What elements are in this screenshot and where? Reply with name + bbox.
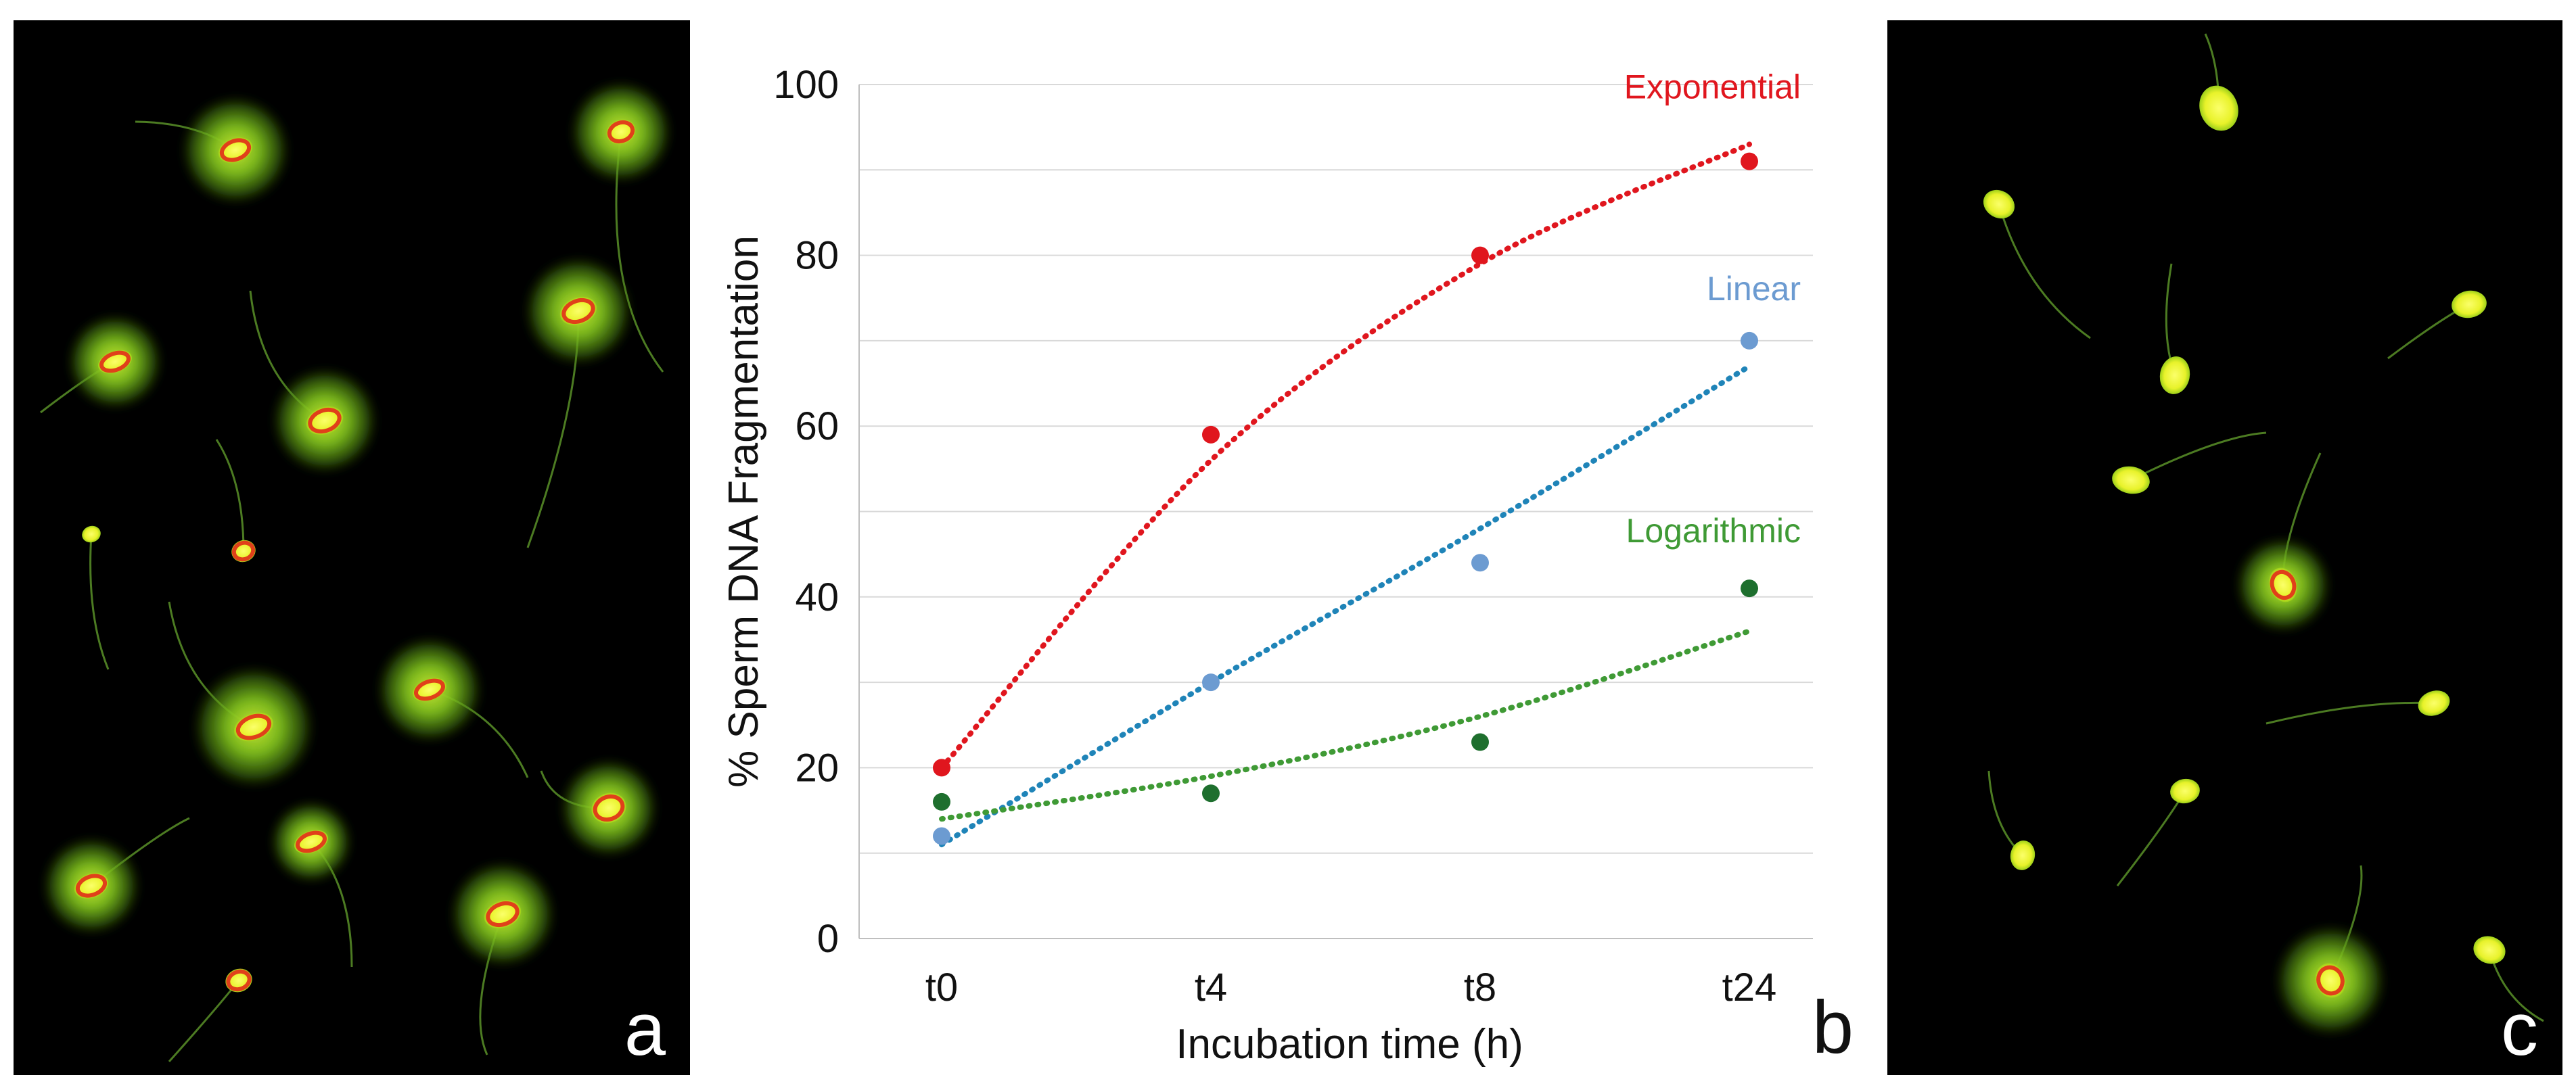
series-label-logarithmic: Logarithmic	[1626, 512, 1801, 550]
sperm-tail	[89, 533, 110, 670]
sperm-cell	[2159, 263, 2190, 394]
data-point-linear	[1741, 331, 1758, 350]
micrograph-panel-c: c	[1887, 20, 2562, 1075]
y-tick-label: 60	[795, 404, 839, 448]
sperm-cell	[2199, 33, 2238, 131]
sperm-cell	[450, 861, 555, 1055]
sperm-tail	[2266, 701, 2435, 725]
sperm-head-ring	[235, 713, 272, 740]
sperm-cell	[135, 96, 290, 204]
data-point-logarithmic	[1202, 784, 1220, 803]
y-axis-title: % Sperm DNA Fragmentation	[720, 235, 767, 788]
sperm-cell	[2387, 290, 2487, 360]
y-tick-label: 80	[795, 234, 839, 278]
sperm-head-ring	[99, 350, 131, 373]
data-point-linear	[1471, 554, 1489, 572]
sperm-head-ring	[308, 407, 342, 434]
sperm-cell	[168, 968, 252, 1062]
series-label-linear: Linear	[1707, 270, 1801, 308]
sperm-head	[2170, 778, 2200, 804]
sperm-tail	[168, 980, 240, 1062]
x-tick-label: t8	[1464, 966, 1496, 1010]
sperm-head	[2199, 85, 2238, 131]
sperm-cell	[2236, 452, 2330, 632]
sperm-head-ring	[226, 969, 252, 992]
x-axis-title: Incubation time (h)	[1176, 1021, 1523, 1068]
sperm-cell	[40, 314, 162, 414]
sperm-head-ring	[2316, 965, 2345, 996]
data-point-linear	[1202, 673, 1220, 692]
sperm-head-ring	[486, 901, 520, 928]
sperm-head	[2418, 690, 2450, 716]
sperm-head-ring	[414, 678, 445, 701]
sperm-cell	[540, 759, 658, 857]
sperm-cell	[377, 637, 529, 778]
sperm-head	[82, 525, 101, 543]
sperm-head-ring	[607, 120, 635, 144]
data-point-logarithmic	[1471, 733, 1489, 751]
sperm-head-ring	[593, 794, 625, 822]
y-tick-label: 40	[795, 575, 839, 619]
data-point-exponential	[933, 759, 950, 777]
sperm-head	[2112, 466, 2150, 494]
micrograph-a-image	[40, 81, 672, 1062]
trendline-logarithmic	[939, 628, 1752, 822]
sperm-tail	[2130, 431, 2267, 481]
sperm-cell	[2112, 431, 2267, 494]
y-tick-label: 0	[817, 917, 839, 961]
sperm-cell	[43, 817, 190, 934]
data-point-logarithmic	[1741, 579, 1758, 598]
data-point-exponential	[1741, 152, 1758, 170]
sperm-cell	[1987, 770, 2036, 870]
sperm-cell	[2473, 936, 2544, 1022]
sperm-head-ring	[561, 298, 595, 325]
micrograph-panel-a: a	[14, 20, 690, 1075]
sperm-head-ring	[2270, 569, 2297, 600]
sperm-head-ring	[231, 540, 256, 562]
sperm-head-ring	[219, 138, 252, 162]
x-tick-label: t0	[925, 966, 958, 1010]
micrograph-c-image	[1983, 33, 2544, 1036]
sperm-head	[2452, 290, 2487, 318]
series-label-exponential: Exponential	[1624, 68, 1801, 105]
sperm-tail	[2116, 790, 2186, 886]
trendline-exponential	[939, 141, 1752, 771]
sperm-cell	[1983, 189, 2091, 339]
sperm-cell	[524, 257, 632, 548]
chart-panel-b: 0 20 40 60 80 100 t0 t4 t8 t24 Incubation time (h)…	[697, 0, 1881, 1092]
x-tick-label: t4	[1195, 966, 1227, 1010]
sperm-cell	[271, 801, 353, 968]
panel-label-b: b	[1812, 986, 1854, 1069]
sperm-cell	[2275, 865, 2386, 1036]
sperm-head-ring	[75, 874, 108, 898]
y-tick-label: 20	[795, 746, 839, 790]
sperm-cell	[570, 81, 672, 373]
sperm-cell	[249, 290, 377, 473]
data-point-logarithmic	[933, 792, 950, 811]
trendline-linear	[939, 363, 1752, 848]
sperm-cell	[168, 601, 315, 788]
x-tick-label: t24	[1722, 966, 1777, 1010]
data-point-linear	[933, 827, 950, 845]
fragmentation-chart: 0 20 40 60 80 100 t0 t4 t8 t24 Incubation time (h)…	[720, 63, 1813, 1068]
sperm-head	[2473, 936, 2506, 964]
sperm-cell	[2266, 690, 2450, 725]
sperm-head	[2159, 356, 2190, 394]
panel-label-a: a	[624, 988, 666, 1071]
sperm-head	[1983, 189, 2015, 219]
sperm-head	[2010, 840, 2036, 870]
sperm-head-ring	[296, 830, 327, 853]
sperm-cell	[2116, 778, 2200, 886]
y-tick-label: 100	[773, 63, 839, 107]
sperm-cell	[215, 439, 256, 563]
data-point-exponential	[1202, 425, 1220, 444]
sperm-tail	[1998, 204, 2091, 339]
data-point-exponential	[1471, 246, 1489, 264]
panel-label-c: c	[2501, 988, 2538, 1071]
sperm-cell	[82, 525, 110, 670]
sperm-tail	[215, 439, 245, 552]
